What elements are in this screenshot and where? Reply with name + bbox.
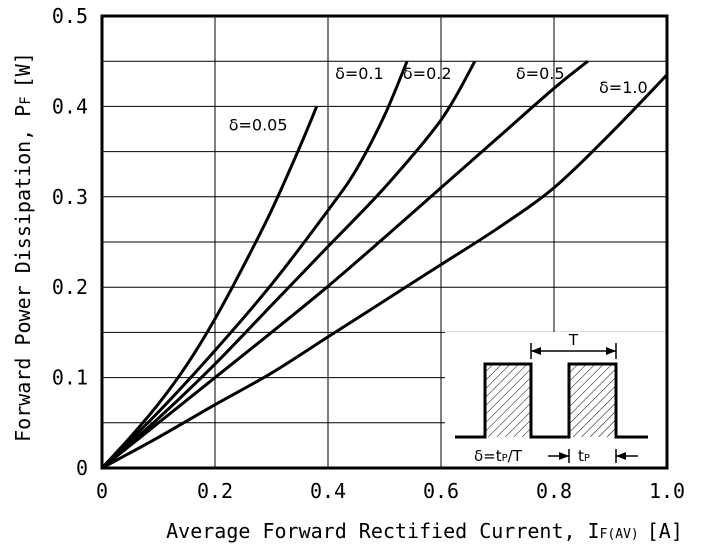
y-tick-labels: 0 0.1 0.2 0.3 0.4 0.5 [52, 4, 88, 480]
series-label: δ=1.0 [599, 78, 648, 97]
y-axis-title-main: Forward Power Dissipation, P [11, 105, 35, 442]
y-tick-label: 0.3 [52, 185, 88, 209]
period-label: T [568, 331, 579, 349]
y-tick-label: 0.5 [52, 4, 88, 28]
duty-formula-tail: /T [508, 447, 523, 465]
pulse-width-label-sub: P [584, 453, 590, 464]
series-label: δ=0.2 [403, 64, 452, 83]
duty-cycle-inset: Tδ=tP/T tP [445, 331, 667, 468]
y-tick-label: 0.4 [52, 94, 88, 118]
y-axis-title-unit: [W] [11, 52, 35, 88]
x-axis-title-sub: F(AV) [600, 527, 639, 542]
series-label: δ=0.5 [516, 64, 565, 83]
pulse-fill [485, 364, 531, 437]
series-label: δ=0.1 [335, 64, 384, 83]
duty-formula: δ=tP/T [474, 447, 523, 465]
x-tick-label: 0.8 [536, 479, 572, 503]
x-axis-title-unit: [A] [647, 519, 683, 543]
y-axis-title: Forward Power Dissipation, PF [W] [11, 52, 35, 442]
pulse-fill [569, 364, 616, 437]
y-tick-label: 0.2 [52, 275, 88, 299]
x-axis-title-main: Average Forward Rectified Current, I [166, 519, 599, 543]
x-tick-label: 0.4 [310, 479, 346, 503]
x-tick-label: 0.2 [197, 479, 233, 503]
series-label: δ=0.05 [229, 115, 288, 134]
duty-formula-main: δ=t [474, 447, 502, 465]
y-axis-title-sub: F [18, 96, 34, 104]
x-tick-labels: 0 0.2 0.4 0.6 0.8 1.0 [96, 479, 685, 503]
x-tick-label: 0 [96, 479, 108, 503]
y-tick-label: 0 [76, 456, 88, 480]
x-axis-title: Average Forward Rectified Current, IF(AV… [166, 519, 683, 543]
x-tick-label: 1.0 [649, 479, 685, 503]
y-tick-label: 0.1 [52, 366, 88, 390]
x-tick-label: 0.6 [423, 479, 459, 503]
